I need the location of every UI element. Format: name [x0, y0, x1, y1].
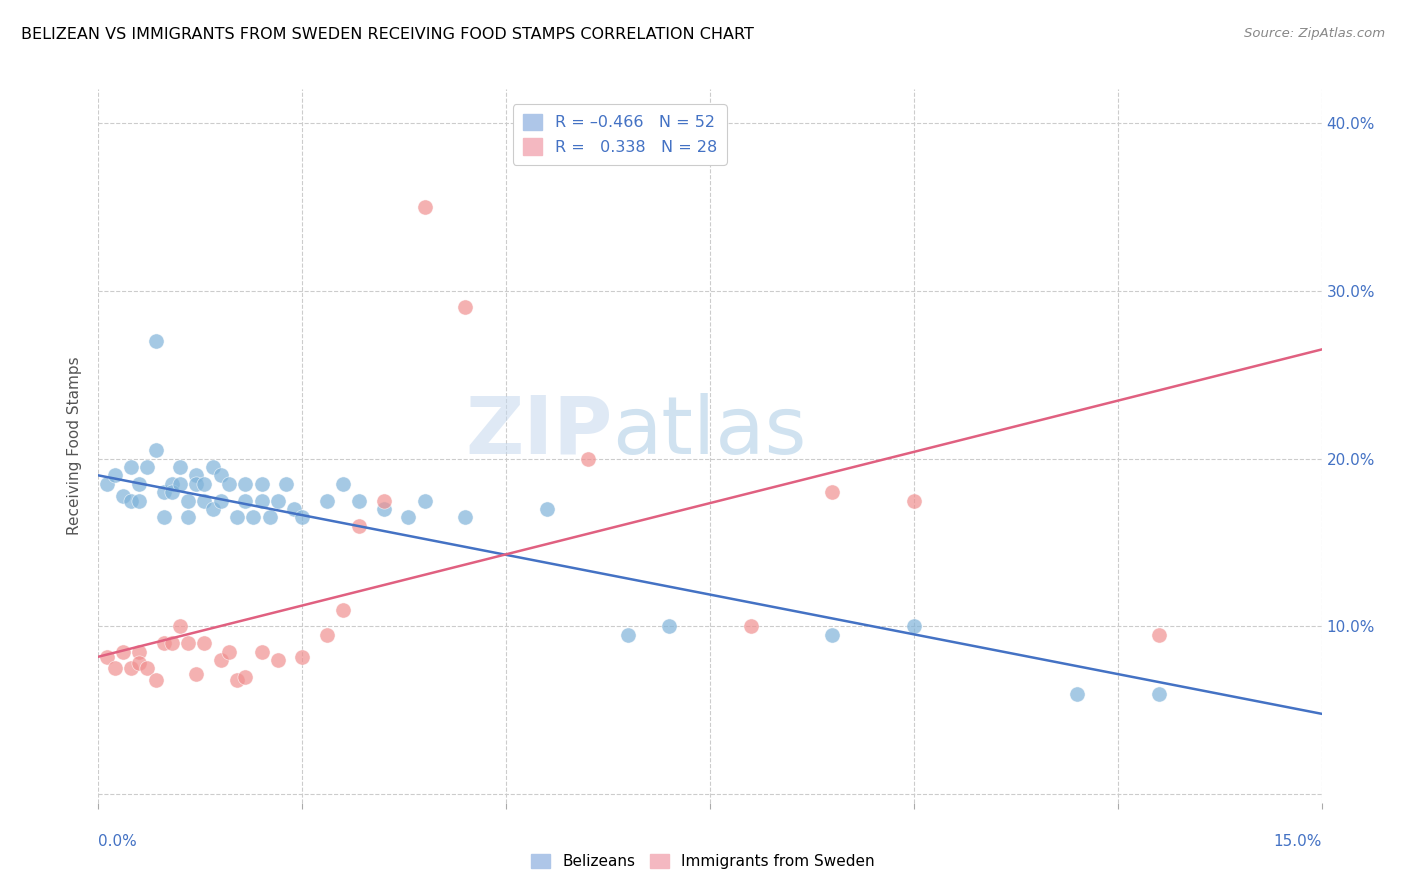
Point: [267, 653, 290, 667]
Text: 15.0%: 15.0%: [1274, 834, 1322, 849]
Text: ZIP: ZIP: [465, 392, 612, 471]
Point: [104, 468, 127, 483]
Point: [250, 645, 273, 659]
Point: [218, 645, 240, 659]
Point: [259, 510, 281, 524]
Point: [454, 301, 477, 315]
Point: [120, 493, 142, 508]
Point: [145, 334, 167, 348]
Point: [349, 493, 371, 508]
Point: [349, 518, 371, 533]
Text: atlas: atlas: [612, 392, 807, 471]
Point: [152, 485, 174, 500]
Point: [145, 443, 167, 458]
Point: [169, 460, 191, 475]
Point: [218, 476, 240, 491]
Point: [136, 460, 159, 475]
Point: [128, 493, 150, 508]
Point: [128, 476, 150, 491]
Point: [120, 661, 142, 675]
Point: [332, 476, 354, 491]
Point: [396, 510, 419, 524]
Point: [536, 502, 558, 516]
Point: [193, 636, 215, 650]
Point: [332, 603, 354, 617]
Point: [209, 468, 232, 483]
Point: [201, 502, 224, 516]
Point: [903, 493, 925, 508]
Point: [169, 476, 191, 491]
Point: [267, 493, 290, 508]
Point: [128, 645, 150, 659]
Point: [136, 661, 159, 675]
Point: [152, 636, 174, 650]
Point: [209, 493, 232, 508]
Point: [821, 628, 844, 642]
Y-axis label: Receiving Food Stamps: Receiving Food Stamps: [67, 357, 83, 535]
Point: [413, 200, 436, 214]
Point: [111, 489, 134, 503]
Point: [658, 619, 681, 633]
Point: [177, 510, 200, 524]
Point: [193, 493, 215, 508]
Point: [128, 657, 150, 671]
Point: [291, 510, 314, 524]
Point: [250, 476, 273, 491]
Point: [186, 666, 208, 681]
Point: [111, 645, 134, 659]
Point: [315, 493, 337, 508]
Point: [373, 502, 395, 516]
Point: [1147, 687, 1170, 701]
Point: [177, 636, 200, 650]
Point: [120, 460, 142, 475]
Point: [454, 510, 477, 524]
Point: [160, 636, 183, 650]
Point: [617, 628, 640, 642]
Point: [233, 493, 256, 508]
Point: [152, 510, 174, 524]
Point: [242, 510, 264, 524]
Point: [274, 476, 297, 491]
Point: [193, 476, 215, 491]
Point: [903, 619, 925, 633]
Point: [96, 476, 118, 491]
Point: [233, 476, 256, 491]
Point: [315, 628, 337, 642]
Point: [209, 653, 232, 667]
Legend: Belizeans, Immigrants from Sweden: Belizeans, Immigrants from Sweden: [526, 848, 880, 875]
Point: [160, 485, 183, 500]
Point: [283, 502, 305, 516]
Point: [226, 673, 249, 688]
Point: [186, 468, 208, 483]
Point: [233, 670, 256, 684]
Point: [104, 661, 127, 675]
Point: [226, 510, 249, 524]
Point: [160, 476, 183, 491]
Text: Source: ZipAtlas.com: Source: ZipAtlas.com: [1244, 27, 1385, 40]
Legend: R = –0.466   N = 52, R =   0.338   N = 28: R = –0.466 N = 52, R = 0.338 N = 28: [513, 104, 727, 165]
Point: [169, 619, 191, 633]
Point: [413, 493, 436, 508]
Point: [1147, 628, 1170, 642]
Text: BELIZEAN VS IMMIGRANTS FROM SWEDEN RECEIVING FOOD STAMPS CORRELATION CHART: BELIZEAN VS IMMIGRANTS FROM SWEDEN RECEI…: [21, 27, 754, 42]
Point: [1066, 687, 1088, 701]
Point: [291, 649, 314, 664]
Point: [576, 451, 599, 466]
Point: [177, 493, 200, 508]
Point: [96, 649, 118, 664]
Point: [201, 460, 224, 475]
Text: 0.0%: 0.0%: [98, 834, 138, 849]
Point: [186, 476, 208, 491]
Point: [250, 493, 273, 508]
Point: [373, 493, 395, 508]
Point: [821, 485, 844, 500]
Point: [740, 619, 762, 633]
Point: [145, 673, 167, 688]
